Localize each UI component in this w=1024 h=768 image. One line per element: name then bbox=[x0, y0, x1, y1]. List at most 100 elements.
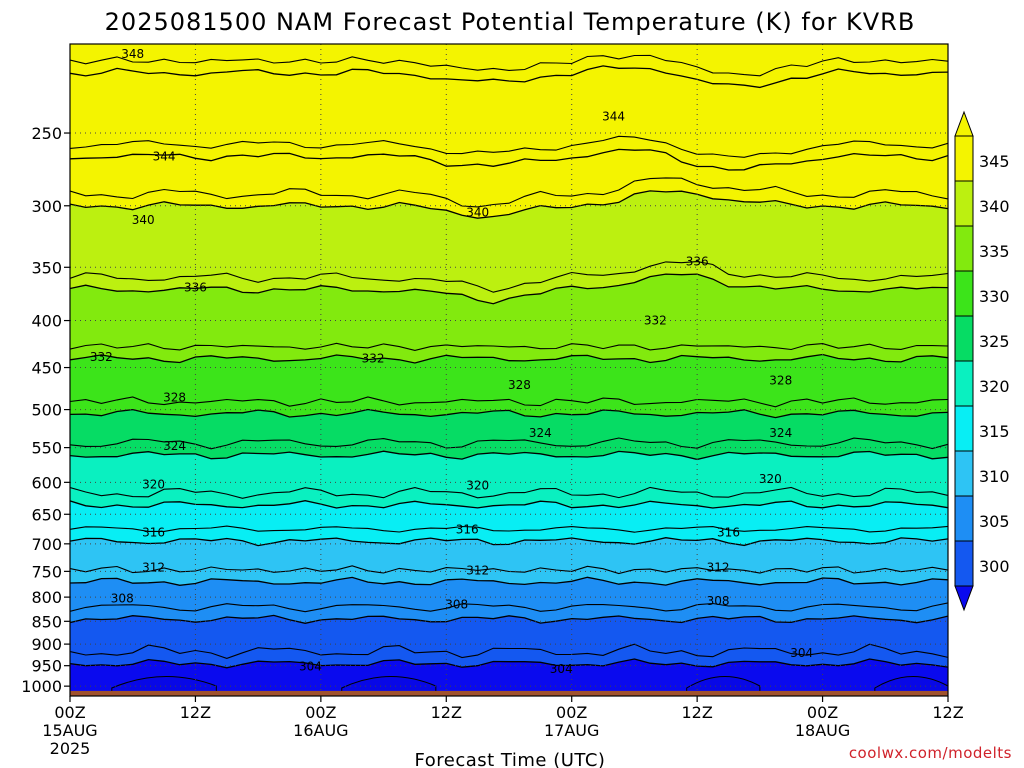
y-tick-label: 350 bbox=[31, 258, 62, 277]
contour-label: 308 bbox=[707, 594, 730, 608]
colorbar-label: 340 bbox=[979, 197, 1010, 216]
y-tick-label: 450 bbox=[31, 359, 62, 378]
colorbar-label: 315 bbox=[979, 422, 1010, 441]
colorbar-swatch bbox=[954, 180, 974, 227]
contour-line-316 bbox=[70, 537, 948, 547]
contour-label: 344 bbox=[602, 110, 625, 124]
contour-line-minor bbox=[70, 135, 948, 158]
colorbar-label: 300 bbox=[979, 557, 1010, 576]
colorbar-label: 345 bbox=[979, 152, 1010, 171]
contour-label: 328 bbox=[769, 374, 792, 388]
contour-label: 340 bbox=[466, 205, 489, 219]
contour-label: 336 bbox=[686, 255, 709, 269]
contour-label: 316 bbox=[456, 522, 479, 536]
contour-line-minor bbox=[70, 342, 948, 351]
y-tick-label: 1000 bbox=[21, 677, 62, 696]
colorbar-arrow-bottom bbox=[954, 585, 974, 612]
x-tick-label: 00Z bbox=[556, 703, 587, 722]
y-tick-label: 750 bbox=[31, 562, 62, 581]
contour-label: 324 bbox=[529, 426, 552, 440]
x-tick-label: 12Z bbox=[681, 703, 712, 722]
colorbar-swatch bbox=[954, 225, 974, 272]
contour-label: 332 bbox=[362, 352, 385, 366]
colorbar-swatch bbox=[954, 540, 974, 587]
contour-label: 312 bbox=[466, 563, 489, 577]
ground-strip bbox=[70, 690, 948, 696]
contour-label: 332 bbox=[644, 314, 667, 328]
y-tick-label: 850 bbox=[31, 612, 62, 631]
contour-line-minor bbox=[70, 525, 948, 533]
y-tick-label: 900 bbox=[31, 635, 62, 654]
contour-label: 328 bbox=[163, 390, 186, 404]
contour-line-minor bbox=[70, 437, 948, 450]
colorbar-label: 330 bbox=[979, 287, 1010, 306]
x-tick-date: 15AUG bbox=[42, 721, 97, 740]
colorbar-arrow-top bbox=[954, 110, 974, 137]
y-tick-label: 550 bbox=[31, 439, 62, 458]
contour-label: 324 bbox=[769, 426, 792, 440]
colorbar-label: 305 bbox=[979, 512, 1010, 531]
y-tick-label: 650 bbox=[31, 505, 62, 524]
contour-line-304 bbox=[70, 658, 948, 669]
x-tick-label: 00Z bbox=[807, 703, 838, 722]
contour-line-308 bbox=[70, 614, 948, 624]
contour-line-324 bbox=[70, 450, 948, 461]
y-tick-label: 700 bbox=[31, 535, 62, 554]
colorbar-label: 325 bbox=[979, 332, 1010, 351]
colorbar-legend: 345 340 335 330 325 320 315 310 305 300 bbox=[954, 110, 1010, 612]
colorbar-swatch bbox=[954, 135, 974, 182]
contour-label: 308 bbox=[111, 592, 134, 606]
contour-line-328 bbox=[70, 408, 948, 419]
contour-label: 348 bbox=[121, 47, 144, 61]
colorbar-label: 335 bbox=[979, 242, 1010, 261]
contour-label: 336 bbox=[184, 280, 207, 294]
contour-label: 316 bbox=[142, 525, 165, 539]
x-tick-label: 00Z bbox=[305, 703, 336, 722]
colorbar-label: 320 bbox=[979, 377, 1010, 396]
contour-line-minor bbox=[70, 261, 948, 293]
contour-line-340 bbox=[70, 190, 948, 219]
contour-label: 320 bbox=[759, 472, 782, 486]
chart-title: 2025081500 NAM Forecast Potential Temper… bbox=[105, 8, 916, 36]
contour-line-minor bbox=[70, 643, 948, 659]
y-tick-label: 400 bbox=[31, 312, 62, 331]
colorbar-swatch bbox=[954, 405, 974, 452]
contour-line-minor bbox=[70, 54, 948, 77]
contour-label: 316 bbox=[717, 525, 740, 539]
contour-label: 304 bbox=[299, 660, 322, 674]
x-tick-year: 2025 bbox=[50, 739, 91, 758]
y-tick-label: 300 bbox=[31, 197, 62, 216]
y-axis: 250 300 350 400 450 500 550 600 650 700 750 800 850 9… bbox=[21, 124, 70, 696]
contour-line-minor bbox=[70, 486, 948, 499]
y-tick-label: 950 bbox=[31, 657, 62, 676]
colorbar-swatch bbox=[954, 315, 974, 362]
contour-line-348 bbox=[70, 65, 948, 89]
contour-label: 320 bbox=[142, 477, 165, 491]
contour-line-minor bbox=[70, 177, 948, 208]
colorbar-swatch bbox=[954, 360, 974, 407]
contour-label: 320 bbox=[466, 479, 489, 493]
contour-line-332 bbox=[70, 353, 948, 364]
contour-label: 304 bbox=[790, 646, 813, 660]
plot-frame bbox=[69, 43, 949, 697]
contour-label: 312 bbox=[142, 561, 165, 575]
colorbar-swatch bbox=[954, 495, 974, 542]
x-tick-label: 12Z bbox=[932, 703, 963, 722]
contour-label: 324 bbox=[163, 439, 186, 453]
y-tick-label: 800 bbox=[31, 588, 62, 607]
y-tick-label: 500 bbox=[31, 401, 62, 420]
x-tick-label: 12Z bbox=[431, 703, 462, 722]
contour-label: 304 bbox=[550, 662, 573, 676]
x-axis-title: Forecast Time (UTC) bbox=[415, 750, 606, 768]
contour-line-344 bbox=[70, 148, 948, 171]
x-tick-label: 00Z bbox=[54, 703, 85, 722]
colorbar-swatch bbox=[954, 270, 974, 317]
contour-label: 332 bbox=[90, 350, 113, 364]
contour-line-312 bbox=[70, 576, 948, 586]
contour-label: 340 bbox=[132, 213, 155, 227]
x-tick-label: 12Z bbox=[180, 703, 211, 722]
contour-line-minor bbox=[70, 396, 948, 408]
contour-line-320 bbox=[70, 500, 948, 509]
